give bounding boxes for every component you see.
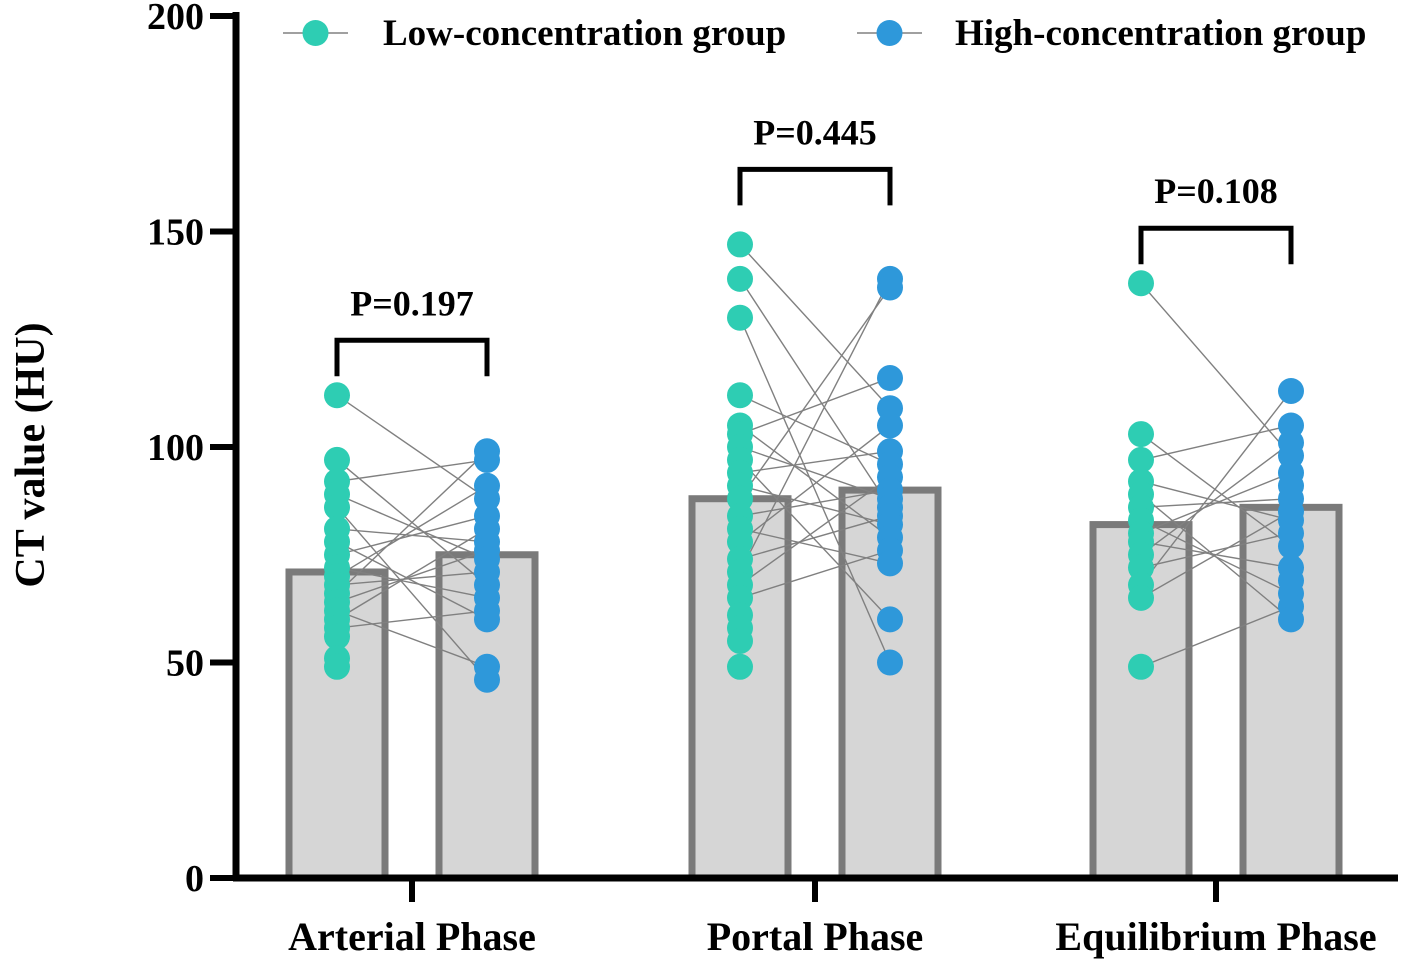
pair-line bbox=[739, 243, 891, 409]
pair-line bbox=[1140, 605, 1292, 668]
y-tick-label: 0 bbox=[185, 858, 204, 900]
x-tick-label: Arterial Phase bbox=[288, 914, 536, 959]
y-tick-label: 100 bbox=[147, 427, 204, 469]
y-axis-title: CT value (HU) bbox=[8, 322, 54, 587]
pair-line bbox=[336, 541, 488, 621]
pair-line bbox=[336, 515, 488, 556]
bar-high-2 bbox=[838, 486, 942, 882]
point-low bbox=[324, 653, 350, 680]
pair-line-layer bbox=[336, 243, 1292, 681]
pair-line bbox=[739, 459, 891, 620]
pair-line bbox=[336, 610, 488, 629]
point-low bbox=[727, 627, 753, 654]
x-tick-label: Portal Phase bbox=[707, 914, 924, 959]
legend-marker-high bbox=[876, 20, 903, 46]
pair-line bbox=[336, 610, 488, 668]
point-low bbox=[727, 382, 753, 409]
y-tick-label: 200 bbox=[147, 0, 204, 38]
pair-line bbox=[336, 566, 488, 599]
pair-line bbox=[739, 287, 891, 500]
pair-line bbox=[739, 515, 891, 560]
pair-line bbox=[1140, 282, 1292, 457]
pair-line bbox=[739, 476, 891, 586]
pair-line bbox=[739, 278, 891, 573]
pair-line bbox=[739, 394, 891, 465]
point-high bbox=[474, 446, 500, 473]
significance-bracket bbox=[1138, 225, 1294, 265]
legend: Low-concentration group High-concentratio… bbox=[283, 13, 1366, 54]
pair-line bbox=[1140, 433, 1292, 547]
axes-layer: Arterial Phase Portal Phase Equilibrium Ph… bbox=[8, 0, 1398, 959]
pair-line bbox=[1140, 390, 1292, 586]
x-tick-label: Equilibrium Phase bbox=[1055, 914, 1376, 959]
point-low bbox=[1128, 446, 1154, 473]
point-high bbox=[877, 365, 903, 392]
point-low bbox=[727, 304, 753, 331]
pair-line bbox=[1140, 442, 1292, 556]
p-value-label: P=0.445 bbox=[753, 112, 877, 152]
pair-line bbox=[336, 506, 488, 681]
significance-bracket bbox=[334, 337, 490, 377]
point-high bbox=[474, 666, 500, 693]
pair-line bbox=[336, 528, 488, 620]
pair-line bbox=[1140, 424, 1292, 461]
point-layer bbox=[324, 231, 1304, 693]
point-low bbox=[1128, 270, 1154, 297]
p-value-label: P=0.197 bbox=[350, 283, 474, 323]
pair-line bbox=[739, 450, 891, 474]
significance-bracket bbox=[737, 166, 893, 206]
pair-line bbox=[739, 549, 891, 599]
point-high bbox=[877, 550, 903, 577]
pair-line bbox=[1140, 511, 1292, 599]
point-high bbox=[877, 649, 903, 676]
legend-label-low: Low-concentration group bbox=[383, 13, 786, 54]
pair-line bbox=[336, 394, 488, 500]
point-low bbox=[727, 231, 753, 258]
point-high bbox=[877, 274, 903, 301]
pair-line bbox=[1140, 472, 1292, 534]
pair-line bbox=[336, 493, 488, 560]
pair-line bbox=[336, 571, 488, 586]
legend-label-high: High-concentration group bbox=[955, 13, 1366, 54]
p-value-label: P=0.108 bbox=[1154, 171, 1278, 211]
point-low bbox=[727, 653, 753, 680]
point-low bbox=[324, 382, 350, 409]
pair-line bbox=[336, 549, 488, 603]
point-high bbox=[474, 606, 500, 633]
pair-line bbox=[336, 459, 488, 483]
point-low bbox=[324, 446, 350, 473]
pair-line bbox=[1140, 519, 1292, 595]
y-tick-label: 150 bbox=[147, 212, 204, 254]
point-low bbox=[1128, 584, 1154, 611]
point-high bbox=[1278, 606, 1304, 633]
pair-line bbox=[739, 317, 891, 663]
pair-line bbox=[336, 485, 488, 577]
point-low bbox=[1128, 421, 1154, 448]
pair-line bbox=[336, 450, 488, 595]
point-high bbox=[1278, 533, 1304, 560]
annotation-layer: P=0.197 P=0.445 P=0.108 bbox=[334, 112, 1294, 377]
pair-line bbox=[739, 377, 891, 435]
point-high bbox=[1278, 377, 1304, 404]
y-tick-label: 50 bbox=[166, 643, 204, 685]
pair-line bbox=[1140, 532, 1292, 569]
point-low bbox=[324, 623, 350, 650]
point-low bbox=[324, 494, 350, 521]
legend-marker-low bbox=[302, 20, 329, 46]
pair-line bbox=[739, 446, 891, 500]
point-low bbox=[1128, 653, 1154, 680]
pair-line bbox=[1140, 480, 1292, 521]
point-low bbox=[727, 265, 753, 292]
pair-line bbox=[739, 485, 891, 526]
point-high bbox=[877, 412, 903, 439]
point-high bbox=[877, 606, 903, 633]
